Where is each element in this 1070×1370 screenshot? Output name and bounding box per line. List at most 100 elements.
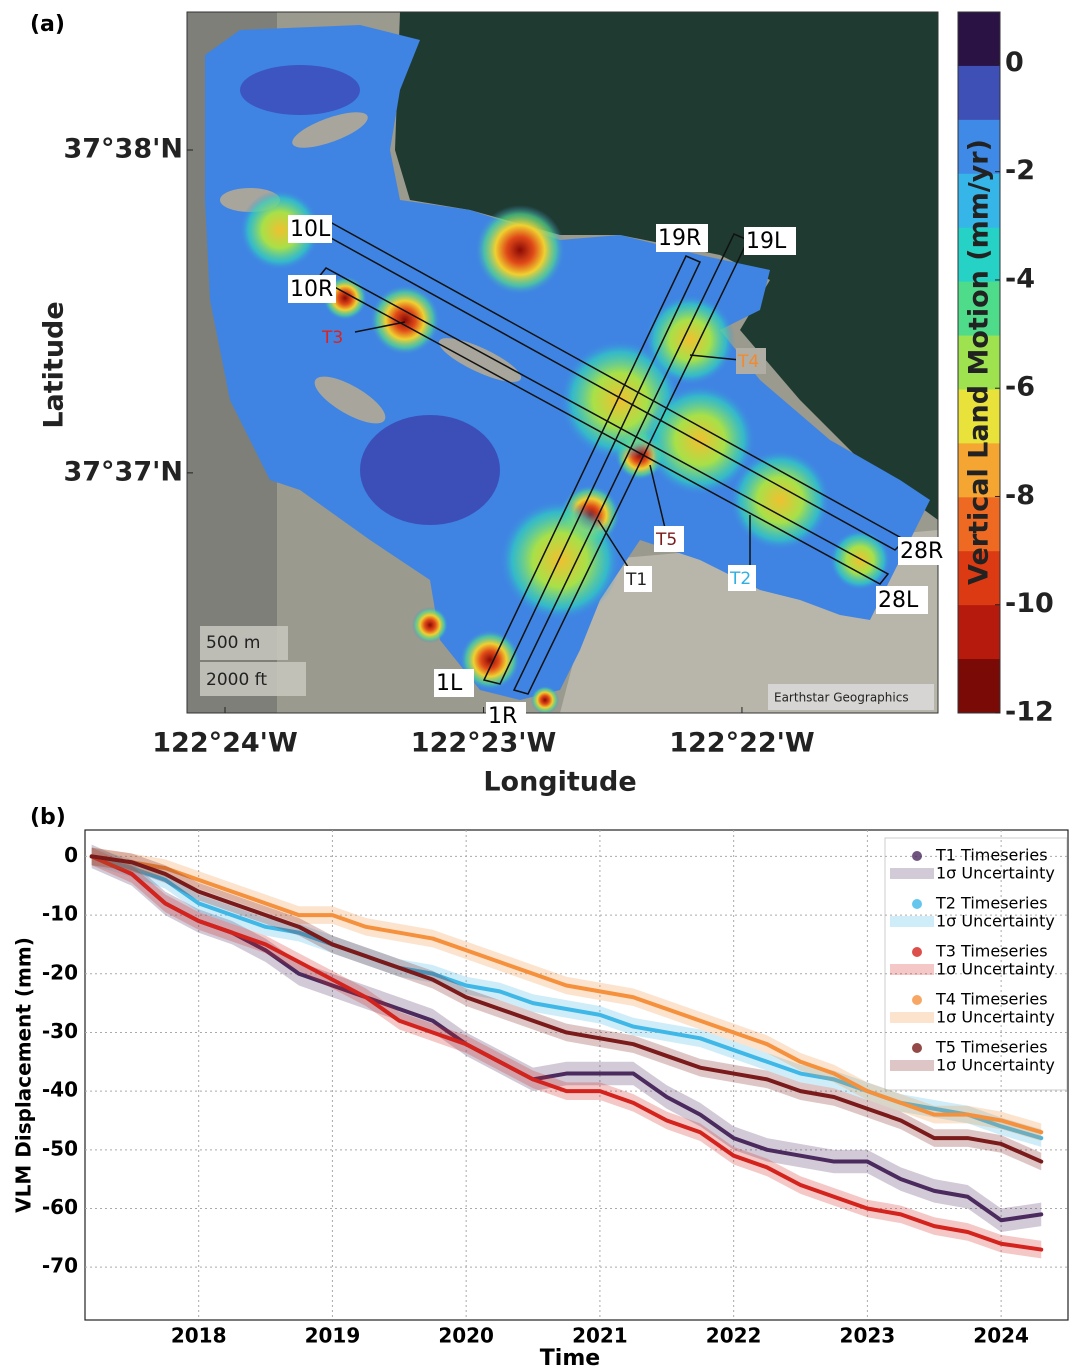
- x-tick-label: 122°23'W: [411, 728, 556, 759]
- pointer: [354, 321, 406, 333]
- colorbar-title: Vertical Land Motion (mm/yr): [964, 139, 995, 585]
- x-tick-label: 122°22'W: [669, 728, 814, 759]
- scale-label: 2000 ft: [206, 670, 267, 690]
- colorbar-cell: [958, 659, 1000, 714]
- x-axis-title: Time: [540, 1346, 600, 1370]
- x-tick-label: 2024: [973, 1324, 1029, 1348]
- runway-labels: 10L 10R 19R 19L 28R 28L 1L 1R: [288, 215, 950, 730]
- legend-label: T3 Timeseries: [935, 942, 1048, 961]
- legend-marker: [912, 899, 922, 909]
- colorbar-tick-label: -4: [1005, 263, 1035, 294]
- runway-label: 28R: [900, 539, 943, 564]
- scale-label: 500 m: [206, 633, 260, 653]
- colorbar-cell: [958, 551, 1000, 606]
- pointer: [689, 354, 741, 361]
- legend-label: T2 Timeseries: [935, 894, 1048, 913]
- point-label: T5: [655, 530, 677, 550]
- scale-box: [200, 662, 306, 696]
- legend-band: [890, 1012, 934, 1023]
- legend-band: [890, 868, 934, 879]
- colorbar-tick-label: -12: [1005, 697, 1054, 728]
- colorbar-cell: [958, 443, 1000, 498]
- point-labels: [354, 321, 751, 571]
- colorbar-tick-label: -6: [1005, 372, 1035, 403]
- pointer: [649, 464, 666, 529]
- series-line: [89, 854, 1044, 1164]
- y-axis-title: Latitude: [39, 301, 70, 428]
- y-tick-label: -30: [42, 1019, 78, 1043]
- legend-band: [890, 916, 934, 927]
- colorbar-cell: [958, 605, 1000, 660]
- colorbar-tick-label: -8: [1005, 480, 1035, 511]
- point-label: T4: [737, 352, 759, 372]
- label-box: [736, 348, 766, 374]
- legend-label: T4 Timeseries: [935, 990, 1048, 1009]
- colorbar-cell: [958, 173, 1000, 229]
- label-box: [654, 526, 684, 552]
- y-tick-label: 0: [64, 843, 78, 867]
- y-tick-label: 37°37'N: [63, 456, 183, 487]
- colorbar-tick-label: -10: [1005, 588, 1054, 619]
- point-label: T2: [729, 569, 751, 589]
- scale-box: [200, 626, 288, 660]
- x-tick-label: 2018: [171, 1324, 227, 1348]
- y-tick-label: -40: [42, 1078, 78, 1102]
- legend-marker: [912, 1043, 922, 1053]
- colorbar-tick-label: 0: [1005, 47, 1024, 78]
- legend-label: 1σ Uncertainty: [936, 912, 1055, 931]
- series-line: [89, 854, 1044, 1135]
- attribution-box: [768, 684, 934, 710]
- runway-label: 28L: [878, 588, 919, 613]
- point-label: T3: [321, 328, 343, 348]
- runway-label: 19L: [746, 229, 787, 254]
- attribution: Earthstar Geographics: [774, 691, 909, 705]
- y-tick-label: -50: [42, 1136, 78, 1160]
- x-tick-label: 2023: [840, 1324, 896, 1348]
- colorbar-cell: [958, 12, 1000, 67]
- uncertainty-band: [91, 847, 1042, 1171]
- label-box: [728, 565, 756, 591]
- panel-label: (a): [30, 12, 65, 37]
- colorbar-cell: [958, 497, 1000, 552]
- colorbar-cell: [958, 65, 1000, 121]
- legend-band: [890, 964, 934, 975]
- panel-label: (b): [30, 805, 66, 830]
- series-line: [89, 854, 1044, 1223]
- legend-marker: [912, 851, 922, 861]
- x-tick-label: 2021: [572, 1324, 628, 1348]
- point-label: T1: [625, 570, 647, 590]
- legend-label: 1σ Uncertainty: [936, 1008, 1055, 1027]
- y-tick-label: -10: [42, 902, 78, 926]
- y-tick-label: 37°38'N: [63, 133, 183, 164]
- x-tick-label: 122°24'W: [152, 728, 297, 759]
- x-tick-label: 2022: [706, 1324, 762, 1348]
- colorbar-cell: [958, 281, 1000, 337]
- map-frame: [186, 11, 939, 714]
- legend-marker: [912, 995, 922, 1005]
- uncertainty-band: [91, 847, 1042, 1142]
- runway-label: 10R: [290, 277, 333, 302]
- runway-label: 19R: [658, 226, 701, 251]
- legend-label: 1σ Uncertainty: [936, 1056, 1055, 1075]
- legend-label: T5 Timeseries: [935, 1038, 1048, 1057]
- pointer: [597, 519, 631, 571]
- y-tick-label: -70: [42, 1254, 78, 1278]
- colorbar-cell: [958, 389, 1000, 444]
- legend-label: 1σ Uncertainty: [936, 864, 1055, 883]
- x-tick-label: 2019: [305, 1324, 361, 1348]
- colorbar-cell: [958, 227, 1000, 283]
- legend-label: 1σ Uncertainty: [936, 960, 1055, 979]
- runway-label: 10L: [290, 217, 331, 242]
- legend-marker: [912, 947, 922, 957]
- x-tick-label: 2020: [438, 1324, 494, 1348]
- y-tick-label: -20: [42, 960, 78, 984]
- plot-frame: [84, 829, 1069, 1321]
- legend-label: T1 Timeseries: [935, 846, 1048, 865]
- map-image: [187, 12, 938, 713]
- colorbar-cell: [958, 335, 1000, 390]
- runway-label: 1R: [488, 704, 517, 729]
- legend-band: [890, 1060, 934, 1071]
- series-line: [89, 854, 1044, 1252]
